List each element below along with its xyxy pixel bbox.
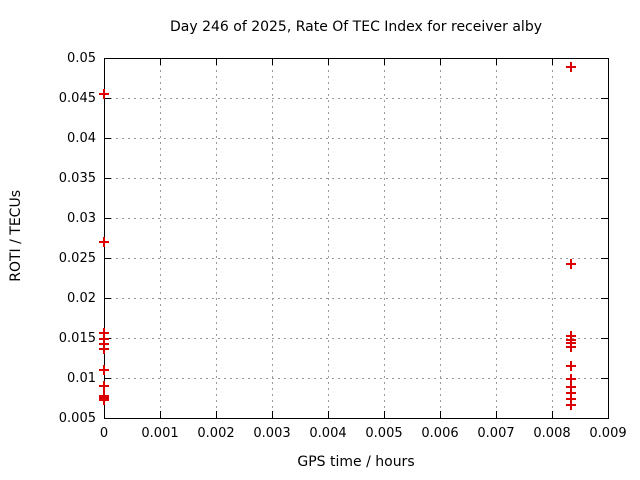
data-point-marker [566, 342, 576, 352]
x-tick-label: 0.003 [253, 426, 290, 441]
data-point-marker [99, 365, 109, 375]
y-tick-label: 0.025 [59, 251, 96, 266]
data-point-marker [566, 400, 576, 410]
x-tick-label: 0.002 [197, 426, 234, 441]
y-tick-label: 0.02 [67, 291, 96, 306]
y-tick-label: 0.04 [67, 131, 96, 146]
data-point-marker [99, 395, 109, 405]
x-tick-label: 0.005 [365, 426, 402, 441]
y-tick-label: 0.005 [59, 411, 96, 426]
data-point-marker [566, 62, 576, 72]
x-tick-label: 0.001 [141, 426, 178, 441]
y-tick-label: 0.05 [67, 51, 96, 66]
x-tick-label: 0.008 [533, 426, 570, 441]
x-tick-label: 0 [100, 426, 108, 441]
data-point-marker [99, 344, 109, 354]
y-tick-label: 0.045 [59, 91, 96, 106]
x-tick-label: 0.006 [421, 426, 458, 441]
x-axis-label: GPS time / hours [297, 454, 415, 470]
data-point-marker [99, 381, 109, 391]
x-tick-label: 0.009 [589, 426, 626, 441]
x-tick-label: 0.007 [477, 426, 514, 441]
y-tick-label: 0.035 [59, 171, 96, 186]
chart-title: Day 246 of 2025, Rate Of TEC Index for r… [169, 19, 542, 35]
data-point-marker [566, 361, 576, 371]
y-tick-label: 0.03 [67, 211, 96, 226]
y-tick-label: 0.01 [67, 371, 96, 386]
data-point-marker [566, 259, 576, 269]
data-point-marker [99, 89, 109, 99]
y-tick-label: 0.015 [59, 331, 96, 346]
x-tick-label: 0.004 [309, 426, 346, 441]
plot-border [104, 58, 609, 419]
data-point-marker [99, 237, 109, 247]
